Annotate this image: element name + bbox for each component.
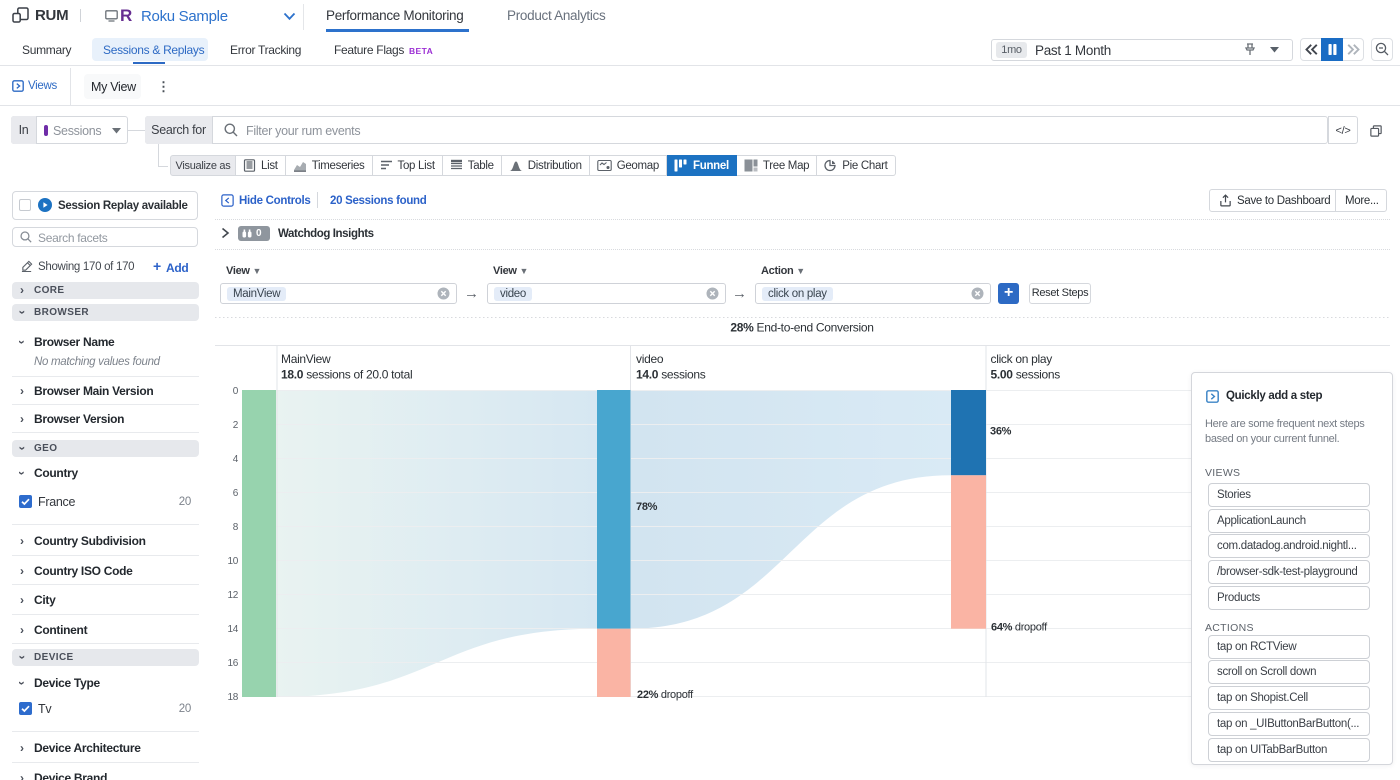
- svg-text:MainView: MainView: [281, 352, 331, 366]
- svg-text:16: 16: [227, 658, 238, 669]
- svg-text:18: 18: [227, 692, 238, 703]
- svg-text:6: 6: [233, 488, 239, 499]
- svg-text:14.0 sessions: 14.0 sessions: [636, 368, 706, 382]
- svg-text:8: 8: [233, 522, 239, 533]
- svg-text:64% dropoff: 64% dropoff: [991, 622, 1048, 634]
- svg-text:10: 10: [227, 556, 238, 567]
- svg-text:0: 0: [233, 386, 239, 397]
- svg-text:28% End-to-end Conversion: 28% End-to-end Conversion: [730, 321, 873, 335]
- svg-text:5.00 sessions: 5.00 sessions: [991, 368, 1061, 382]
- svg-text:78%: 78%: [636, 501, 658, 513]
- svg-text:2: 2: [233, 420, 239, 431]
- svg-text:18.0 sessions of 20.0 total: 18.0 sessions of 20.0 total: [281, 368, 412, 382]
- svg-text:click on play: click on play: [991, 352, 1053, 366]
- svg-text:14: 14: [227, 624, 238, 635]
- svg-text:video: video: [636, 352, 664, 366]
- svg-text:12: 12: [227, 590, 238, 601]
- svg-text:36%: 36%: [990, 426, 1012, 438]
- svg-text:4: 4: [233, 454, 239, 465]
- svg-text:22% dropoff: 22% dropoff: [637, 689, 694, 701]
